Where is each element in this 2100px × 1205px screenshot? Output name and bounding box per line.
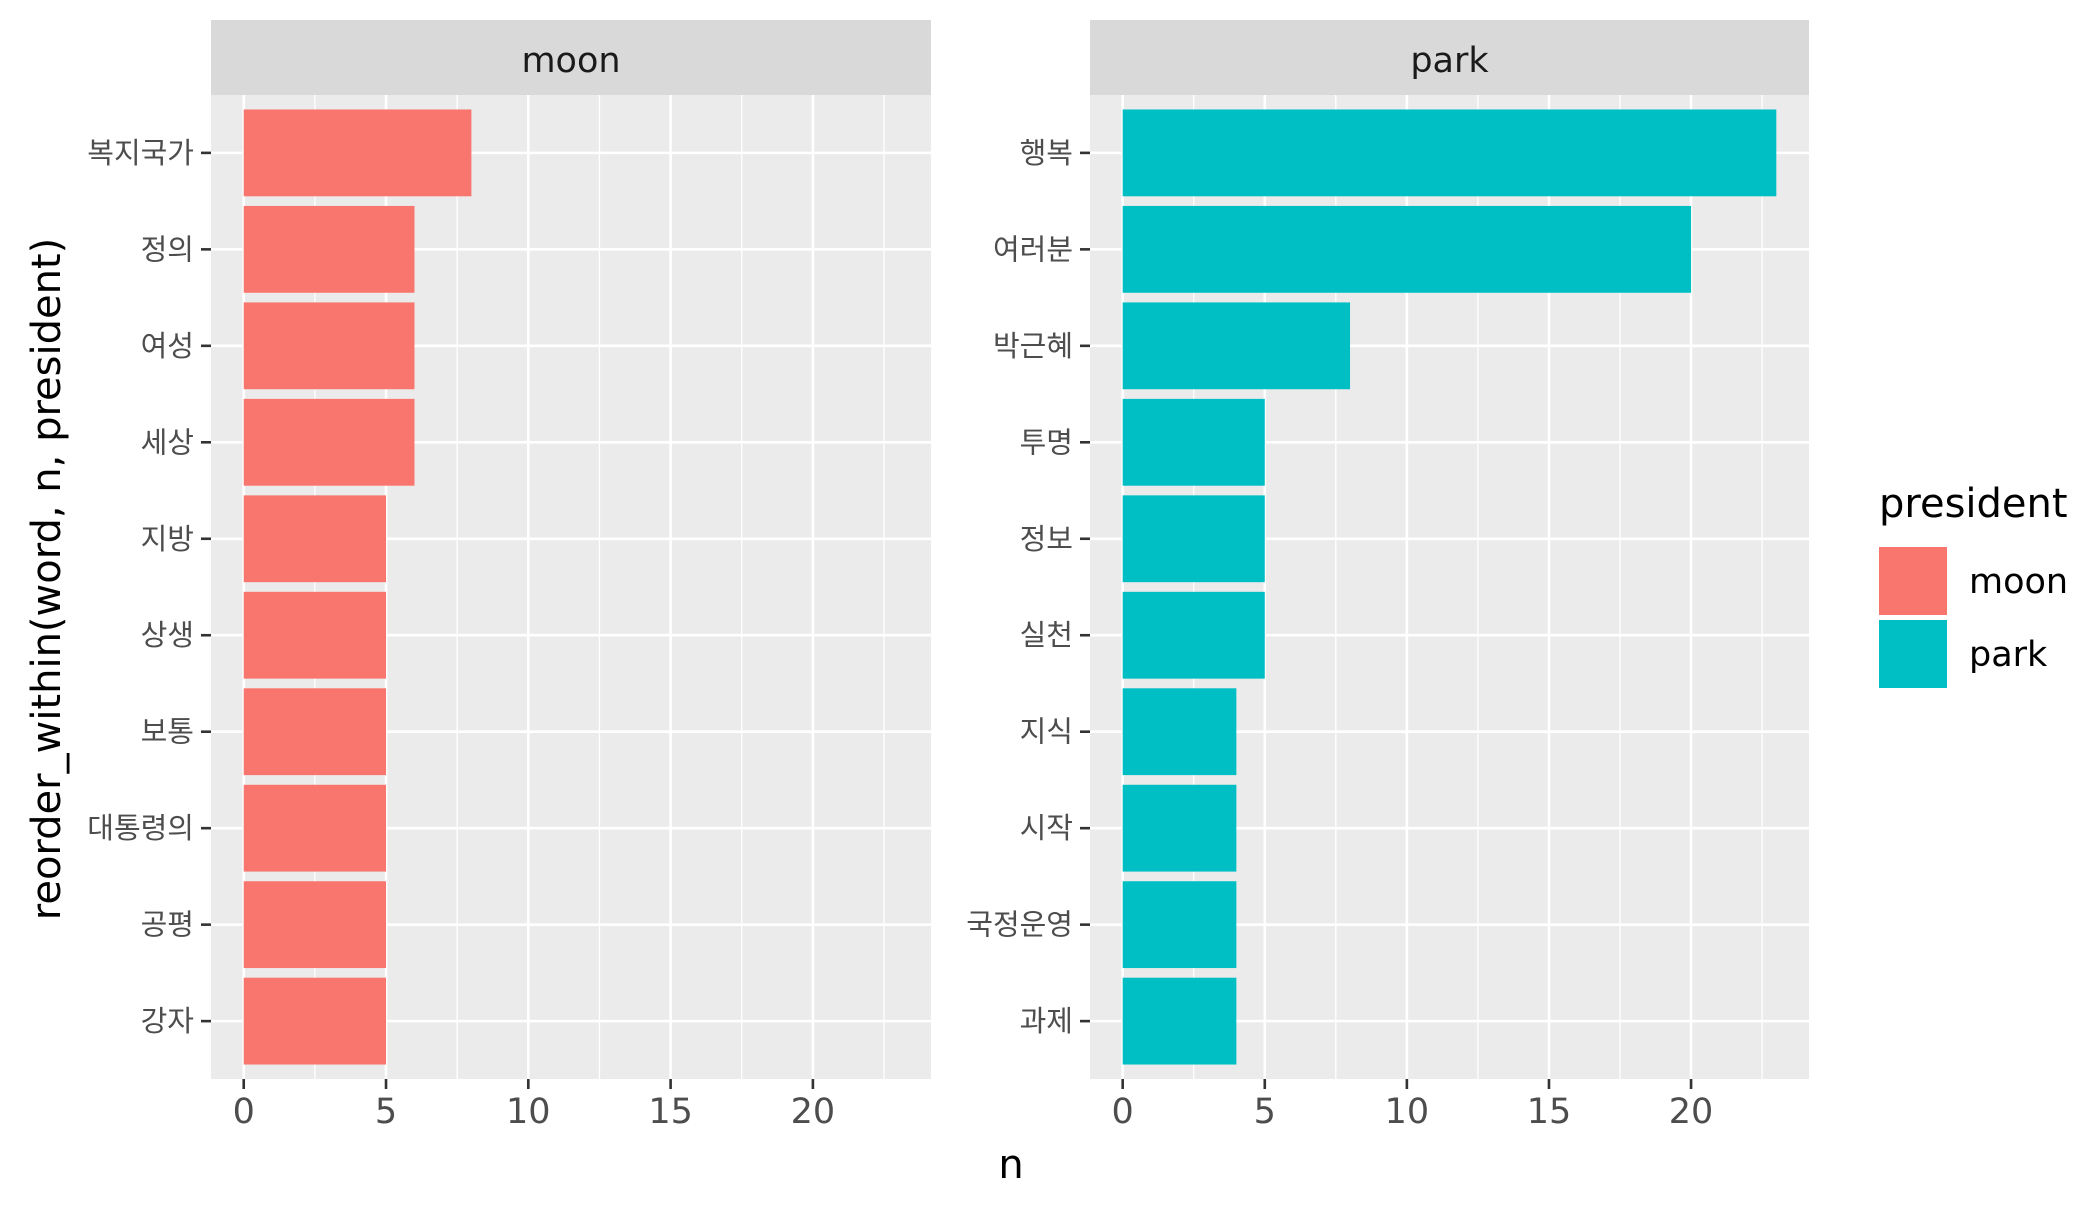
bar-moon-9 [243,881,387,969]
x-tick-label: 10 [1385,1092,1430,1132]
bar-moon-8 [243,784,387,872]
x-tick-label: 10 [506,1092,551,1132]
bar-park-1 [1122,109,1777,197]
x-tick-label: 20 [1669,1092,1714,1132]
x-tick-label: 5 [375,1092,397,1132]
x-tick-label: 20 [791,1092,836,1132]
legend-label-moon: moon [1969,562,2068,602]
y-tick-label: 지식 [1020,715,1073,749]
legend-key-moon [1879,547,1947,615]
bar-park-2 [1122,205,1692,293]
y-tick-label: 상생 [141,618,194,652]
y-tick-label: 투명 [1020,425,1073,459]
y-tick-label: 여성 [141,329,194,363]
bar-moon-1 [243,109,472,197]
y-tick-label: 공평 [141,908,194,942]
y-tick-label: 여러분 [993,232,1073,266]
bar-park-10 [1122,977,1237,1065]
y-tick-label: 세상 [141,425,194,459]
legend-title: president [1879,481,2068,527]
bar-moon-4 [243,398,415,486]
y-tick-label: 정의 [141,232,194,266]
x-tick-label: 0 [233,1092,255,1132]
bar-moon-3 [243,302,415,390]
legend-key-park [1879,620,1947,688]
y-tick-label: 행복 [1020,136,1073,170]
x-tick-label: 5 [1254,1092,1276,1132]
bar-park-8 [1122,784,1237,872]
facet-strip-label: park [1410,41,1489,81]
facet-strip-background [211,20,931,95]
y-tick-label: 지방 [141,522,194,556]
x-tick-label: 15 [648,1092,693,1132]
y-tick-label: 정보 [1020,522,1073,556]
bar-park-3 [1122,302,1351,390]
bar-moon-10 [243,977,387,1065]
bar-moon-6 [243,591,387,679]
legend: president moon park [1879,481,2068,688]
x-tick-label: 0 [1112,1092,1134,1132]
y-axis-title: reorder_within(word, n, president) [24,238,70,920]
y-tick-label: 보통 [141,715,194,749]
x-tick-label: 15 [1527,1092,1572,1132]
legend-label-park: park [1969,635,2048,675]
bar-park-5 [1122,495,1265,583]
y-tick-label: 강자 [141,1004,194,1038]
y-tick-label: 박근혜 [993,329,1073,363]
bar-park-9 [1122,881,1237,969]
bar-moon-5 [243,495,387,583]
bar-park-6 [1122,591,1265,679]
bar-park-7 [1122,688,1237,776]
bar-park-4 [1122,398,1265,486]
y-tick-label: 시작 [1020,811,1073,845]
y-tick-label: 대통령의 [87,811,194,845]
facet-strip-background [1090,20,1809,95]
facet-strip-label: moon [521,41,620,81]
y-tick-label: 과제 [1020,1004,1073,1038]
bar-moon-2 [243,205,415,293]
y-tick-label: 복지국가 [87,136,194,170]
legend-items: moon park [1879,547,2068,688]
y-tick-label: 국정운영 [966,908,1073,942]
bar-moon-7 [243,688,387,776]
y-tick-label: 실천 [1020,618,1073,652]
x-axis-title: n [998,1142,1023,1188]
